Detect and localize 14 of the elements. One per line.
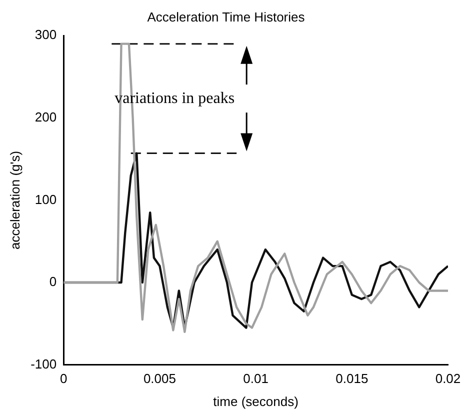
y-tick-label: 100	[34, 192, 57, 207]
annotation: variations in peaks	[114, 90, 235, 107]
x-axis-title: time (seconds)	[213, 394, 298, 409]
y-axis-title: acceleration (g's)	[7, 150, 22, 250]
y-tick-label: -100	[30, 356, 57, 372]
x-tick-label: 0.015	[336, 371, 368, 386]
y-tick-label: 200	[34, 109, 57, 124]
x-tick-label: 0.02	[435, 371, 461, 386]
y-tick-label: 300	[34, 27, 57, 42]
y-tick-label: 0	[49, 274, 57, 290]
x-tick-label: 0	[60, 371, 68, 386]
x-tick-label: 0.01	[243, 371, 268, 386]
chart-title: Acceleration Time Histories	[147, 9, 306, 24]
x-tick-label: 0.005	[143, 371, 176, 386]
